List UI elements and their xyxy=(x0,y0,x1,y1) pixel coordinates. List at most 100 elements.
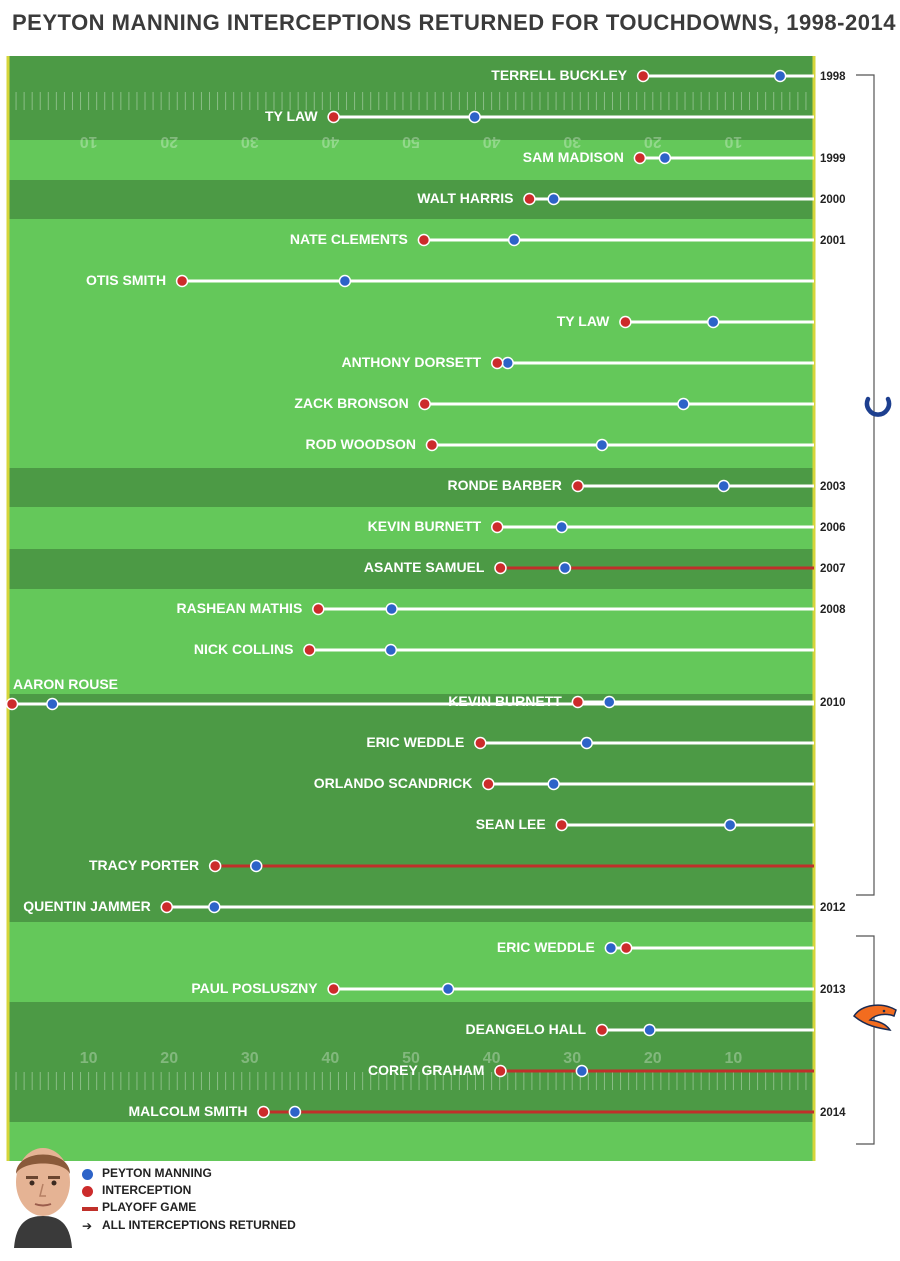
yard-number-bottom: 20 xyxy=(160,1050,178,1067)
yard-number-top: 40 xyxy=(321,133,339,150)
interception-dot xyxy=(494,561,507,575)
player-label: WALT HARRIS xyxy=(417,190,513,206)
peyton-manning-dot xyxy=(384,643,398,657)
year-label: 2013 xyxy=(820,984,846,996)
year-label: 2001 xyxy=(820,235,846,247)
player-label: KEVIN BURNETT xyxy=(448,693,562,709)
peyton-manning-dot xyxy=(547,192,560,206)
legend-playoff-label: PLAYOFF GAME xyxy=(102,1200,197,1214)
player-label: TERRELL BUCKLEY xyxy=(491,67,628,83)
year-label: 2012 xyxy=(820,902,846,914)
yard-number-top: 20 xyxy=(644,133,662,150)
yard-number-bottom: 30 xyxy=(241,1050,259,1067)
year-label: 2007 xyxy=(820,563,846,575)
peyton-manning-dot xyxy=(46,697,59,711)
peyton-manning-dot xyxy=(773,69,787,83)
interception-rows: TERRELL BUCKLEY TY LAW SAM MADISON WALT HAR… xyxy=(5,67,814,1119)
interception-dot xyxy=(418,397,431,411)
peyton-manning-dot xyxy=(555,520,568,534)
peyton-manning-dot xyxy=(575,1064,589,1078)
legend-all-returned: ➔ ALL INTERCEPTIONS RETURNED xyxy=(82,1217,296,1233)
player-label: SEAN LEE xyxy=(476,816,546,832)
peyton-manning-dot xyxy=(501,356,514,370)
interception-dot xyxy=(490,356,504,370)
peyton-manning-dot xyxy=(723,818,737,832)
yard-number-bottom: 10 xyxy=(80,1050,98,1067)
player-label: ANTHONY DORSETT xyxy=(341,354,481,370)
interception-dot xyxy=(494,1064,507,1078)
player-label: KEVIN BURNETT xyxy=(368,518,482,534)
player-label: QUENTIN JAMMER xyxy=(23,898,151,914)
yard-number-bottom: 10 xyxy=(725,1050,743,1067)
yard-number-top: 40 xyxy=(483,133,501,150)
peyton-manning-photo xyxy=(14,1148,72,1248)
player-label: TY LAW xyxy=(265,108,318,124)
yard-numbers: 10 20 30 40 50 40 30 20 10 10 20 30 40 50 40 30 20 10 xyxy=(80,133,743,1067)
interception-dot xyxy=(257,1105,270,1119)
interception-dot xyxy=(160,900,174,914)
player-label: SAM MADISON xyxy=(523,149,624,165)
interception-dot xyxy=(327,110,340,124)
yard-number-top: 10 xyxy=(724,133,742,150)
year-labels: 1998 1999 2000 2001 2003 2006 2007 2008 2010 2012… xyxy=(820,71,846,1119)
interception-dot xyxy=(633,151,647,165)
player-label: NATE CLEMENTS xyxy=(290,231,408,247)
peyton-manning-dot xyxy=(580,736,593,750)
peyton-manning-dot xyxy=(595,438,609,452)
legend-interception-label: INTERCEPTION xyxy=(102,1183,192,1197)
player-label: NICK COLLINS xyxy=(194,641,294,657)
player-label: COREY GRAHAM xyxy=(368,1062,484,1078)
broncos-bracket xyxy=(856,935,875,1145)
yard-number-bottom: 40 xyxy=(322,1050,340,1067)
arrow-right-icon: ➔ xyxy=(82,1218,93,1233)
interception-dot xyxy=(595,1023,609,1037)
peyton-manning-dot xyxy=(547,777,560,791)
interception-dot xyxy=(555,818,568,832)
player-label: RASHEAN MATHIS xyxy=(177,600,303,616)
interception-dot xyxy=(571,695,585,709)
peyton-manning-dot xyxy=(385,602,398,616)
interception-dot xyxy=(619,315,632,329)
player-label: TRACY PORTER xyxy=(89,857,199,873)
colts-bracket xyxy=(856,74,875,896)
yard-number-bottom: 50 xyxy=(402,1050,420,1067)
year-label: 2010 xyxy=(820,697,846,709)
player-label: ASANTE SAMUEL xyxy=(364,559,485,575)
peyton-manning-dot xyxy=(338,274,352,288)
year-label: 2014 xyxy=(820,1107,846,1119)
player-label: RONDE BARBER xyxy=(447,477,561,493)
year-label: 1998 xyxy=(820,71,846,83)
interception-dot xyxy=(619,941,633,955)
player-label: DEANGELO HALL xyxy=(465,1021,586,1037)
year-label: 2003 xyxy=(820,481,846,493)
legend-all-label: ALL INTERCEPTIONS RETURNED xyxy=(102,1218,296,1232)
interception-dot xyxy=(417,233,431,247)
peyton-manning-dot xyxy=(717,479,730,493)
player-label: PAUL POSLUSZNY xyxy=(191,980,318,996)
interception-dot xyxy=(490,520,504,534)
player-label: ORLANDO SCANDRICK xyxy=(314,775,473,791)
interception-dot xyxy=(303,643,316,657)
interception-dot xyxy=(425,438,439,452)
interception-dot xyxy=(523,192,536,206)
interception-dot xyxy=(571,479,585,493)
legend-peyton: PEYTON MANNING xyxy=(82,1165,212,1181)
legend-peyton-label: PEYTON MANNING xyxy=(102,1166,212,1180)
interception-dot xyxy=(175,274,189,288)
yard-number-top: 30 xyxy=(241,133,259,150)
player-label: ROD WOODSON xyxy=(306,436,416,452)
peyton-manning-dot xyxy=(604,941,618,955)
year-label: 2006 xyxy=(820,522,846,534)
field-dark-band xyxy=(8,1002,814,1122)
peyton-manning-dot xyxy=(558,561,572,575)
interception-dot xyxy=(208,859,222,873)
yard-number-bottom: 30 xyxy=(563,1050,581,1067)
year-label: 1999 xyxy=(820,153,846,165)
bronco-head-icon xyxy=(853,1004,897,1032)
legend-playoff: PLAYOFF GAME xyxy=(82,1199,196,1215)
player-label: ERIC WEDDLE xyxy=(366,734,464,750)
player-label: TY LAW xyxy=(557,313,610,329)
yard-number-top: 30 xyxy=(563,133,581,150)
legend-interception: INTERCEPTION xyxy=(82,1182,191,1198)
interception-dot xyxy=(482,777,495,791)
